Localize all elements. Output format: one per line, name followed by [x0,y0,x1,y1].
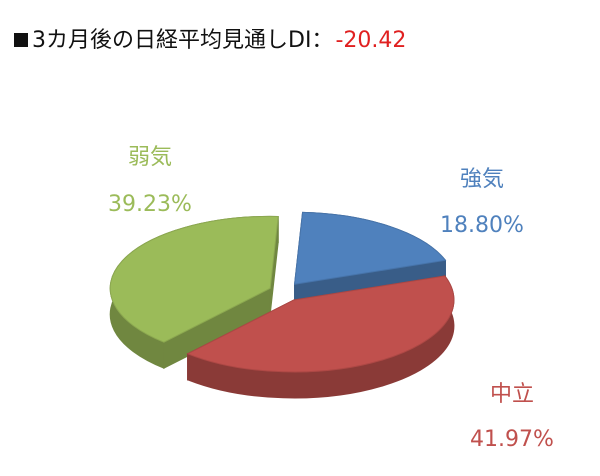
chart-title: 3カ月後の日経平均見通しDI： [32,28,333,53]
pie-slice [186,274,455,399]
slice-top [109,215,279,343]
slice-top [186,275,455,373]
slice-category-label: 弱気 [128,145,172,170]
pie-slice [109,215,279,369]
slice-value-label: 18.80% [440,213,524,238]
slice-value-label: 39.23% [108,192,192,217]
slice-top [293,211,447,285]
di-value: -20.42 [335,28,406,53]
slice-category-label: 強気 [460,167,504,192]
title-bullet [14,33,28,47]
slice-value-label: 41.97% [470,427,554,452]
slice-category-label: 中立 [490,382,534,407]
